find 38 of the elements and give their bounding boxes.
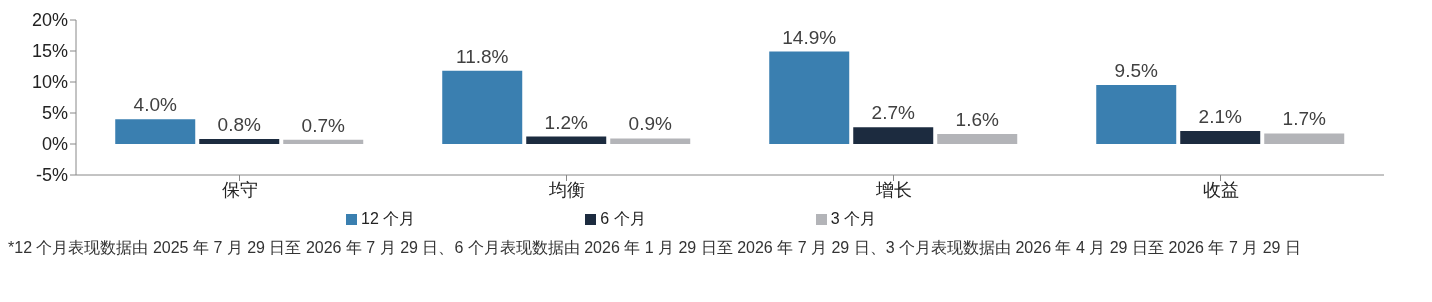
text: *12 个月表现数据由 2025 年 7 月 29 日至 2026 年 7 月 29 日、6 个月表现数据由 2026 年 1 月 29 日至 2026 年 7 月 29 日、3 个月表现数据由 2026 年 4 月 29 日至 2026 年 7 月 29 日 [8, 238, 1302, 258]
y-tick-label: -5% [35, 165, 68, 186]
bar [1096, 85, 1177, 144]
bar [937, 134, 1018, 144]
data-label: 1.6% [955, 109, 999, 131]
bar [199, 139, 280, 144]
bar [1180, 130, 1261, 144]
bar [442, 70, 523, 144]
y-tick-label: 15% [31, 41, 68, 62]
bar [115, 119, 196, 144]
y-tick-label: 0% [41, 134, 68, 155]
data-label: 14.9% [782, 26, 837, 48]
data-label: 11.8% [456, 45, 509, 67]
x-tick-label: 均衡 [547, 179, 585, 200]
data-label: 0.9% [628, 113, 672, 135]
legend-label: 3 个月 [830, 210, 876, 227]
bar [526, 136, 607, 144]
bar [853, 127, 934, 144]
y-tick-label: 20% [31, 10, 68, 31]
data-label: 2.1% [1198, 105, 1242, 127]
data-label: 1.7% [1282, 108, 1326, 130]
y-tick-label: 10% [31, 72, 68, 93]
data-label: 9.5% [1114, 60, 1158, 82]
legend-label: 12 个月 [361, 210, 416, 227]
bar [769, 51, 850, 144]
x-tick-label: 收益 [1202, 179, 1239, 200]
data-label: 0.8% [217, 114, 261, 136]
x-tick-label: 增长 [874, 179, 912, 200]
bar [1264, 133, 1345, 144]
data-label: 1.2% [544, 111, 588, 133]
legend-label: 6 个月 [600, 210, 646, 227]
bar [610, 138, 691, 144]
data-label: 0.7% [301, 114, 345, 136]
x-tick-label: 保守 [221, 179, 258, 200]
y-tick-label: 5% [41, 103, 68, 124]
data-label: 4.0% [133, 94, 177, 116]
bar [283, 139, 364, 144]
data-label: 2.7% [871, 102, 915, 124]
